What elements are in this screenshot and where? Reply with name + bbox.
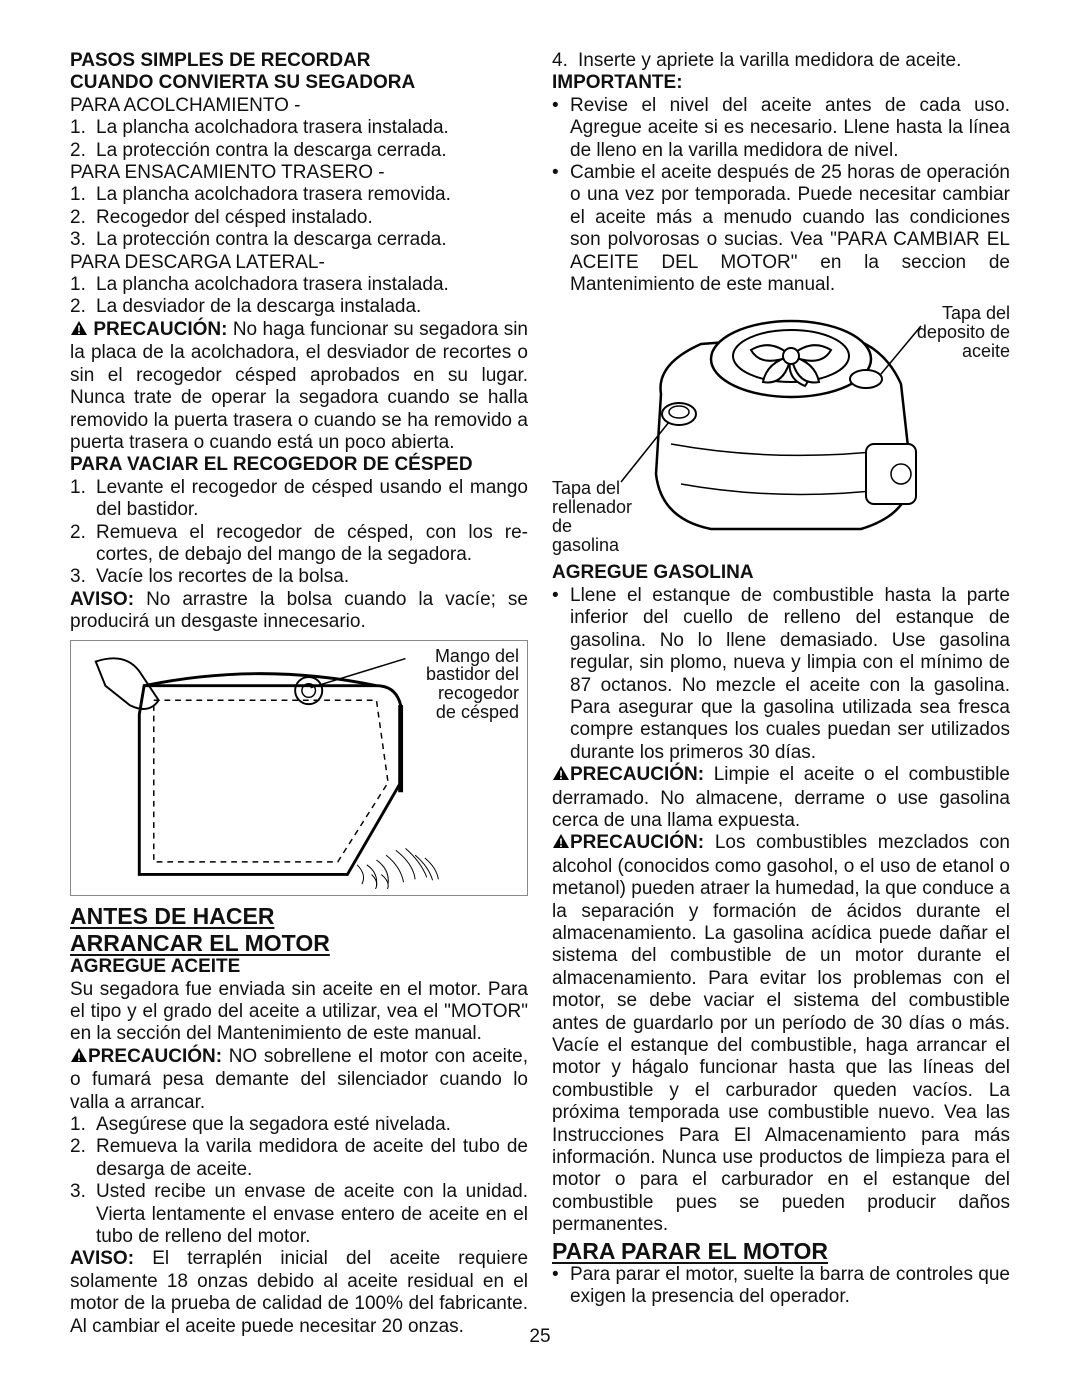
heading-vaciar: PARA VACIAR EL RECOGEDOR DE CÉSPED (70, 454, 528, 476)
figure-label-handle: Mango del bastidor del recogedor de césp… (426, 647, 519, 723)
list-item: 2.Remueva la varila medidora de aceite d… (70, 1136, 528, 1181)
figure-engine: Tapa del deposito de aceite Tapa del rel… (552, 304, 1010, 554)
svg-text:!: ! (77, 1050, 81, 1063)
list-item: 3.Vacíe los recortes de la bolsa. (70, 566, 528, 588)
list-item: 2.Recogedor del césped instalado. (70, 207, 528, 229)
bullet-item: •Para parar el motor, suelte la barra de… (552, 1264, 1010, 1309)
heading-gasolina: AGREGUE GASOLINA (552, 562, 1010, 584)
list-item: 2.Remueva el recogedor de césped, con lo… (70, 522, 528, 567)
figure-grass-catcher: Mango del bastidor del recogedor de césp… (70, 640, 528, 896)
caution-1: ! PRECAUCIÓN: No haga funcionar su segad… (70, 319, 528, 454)
svg-text:!: ! (559, 768, 563, 781)
list-item: 1.Levante el recogedor de césped usando … (70, 477, 528, 522)
list-item: 1.La plancha acolchadora trasera instala… (70, 274, 528, 296)
warning-icon: ! (70, 1047, 88, 1069)
list-item: 2.La protección contra la descarga cerra… (70, 140, 528, 162)
list-item: 3.La protección contra la descarga cerra… (70, 229, 528, 251)
para-aceite: Su segadora fue enviada sin aceite en el… (70, 979, 528, 1046)
bullet-item: •Cambie el aceite después de 25 horas de… (552, 162, 1010, 296)
subhead-descarga-lateral: PARA DESCARGA LATERAL- (70, 252, 528, 274)
warning-icon: ! (552, 833, 570, 855)
warning-icon: ! (552, 765, 570, 787)
list-item: 1.La plancha acolchadora trasera instala… (70, 117, 528, 139)
heading-parar: PARA PARAR EL MOTOR (552, 1239, 1010, 1264)
list-item: 3.Usted recibe un envase de aceite con l… (70, 1181, 528, 1248)
heading-antes-1: ANTES DE HACER (70, 904, 528, 929)
engine-illustration (601, 304, 961, 554)
warning-icon: ! (70, 320, 88, 342)
svg-text:!: ! (77, 323, 81, 336)
heading-importante: IMPORTANTE: (552, 72, 1010, 94)
aviso-1: AVISO: No arrastre la bolsa cuando la va… (70, 589, 528, 634)
caution-2: !PRECAUCIÓN: NO sobrellene el motor con … (70, 1046, 528, 1114)
bullet-item: •Revise el nivel del aceite antes de cad… (552, 95, 1010, 162)
manual-page: PASOS SIMPLES DE RECORDAR CUANDO CONVIER… (70, 50, 1010, 1350)
svg-text:!: ! (559, 836, 563, 849)
heading-antes-2: ARRANCAR EL MOTOR (70, 931, 528, 956)
bullet-item: •Llene el estanque de combustible hasta … (552, 585, 1010, 764)
caution-3: !PRECAUCIÓN: Limpie el aceite o el combu… (552, 764, 1010, 832)
heading-aceite: AGREGUE ACEITE (70, 956, 528, 978)
list-item: 1.Asegúrese que la segadora esté nivelad… (70, 1114, 528, 1136)
heading-pasos-1: PASOS SIMPLES DE RECORDAR (70, 50, 528, 72)
list-item: 2.La desviador de la descarga instalada. (70, 296, 528, 318)
list-item: 1.La plancha acolchadora trasera removid… (70, 184, 528, 206)
figure-label-fuel-cap: Tapa del rellenador de gasolina (552, 479, 632, 555)
list-item: 4.Inserte y apriete la varilla medidora … (552, 50, 1010, 72)
caution-4: !PRECAUCIÓN: Los combustibles mezclados … (552, 832, 1010, 1236)
figure-label-oil-cap: Tapa del deposito de aceite (917, 304, 1010, 361)
aviso-2: AVISO: El terraplén inicial del aceite r… (70, 1248, 528, 1338)
subhead-ensacamiento: PARA ENSACAMIENTO TRASERO - (70, 162, 528, 184)
heading-pasos-2: CUANDO CONVIERTA SU SEGADORA (70, 72, 528, 94)
subhead-acolchamiento: PARA ACOLCHAMIENTO - (70, 95, 528, 117)
